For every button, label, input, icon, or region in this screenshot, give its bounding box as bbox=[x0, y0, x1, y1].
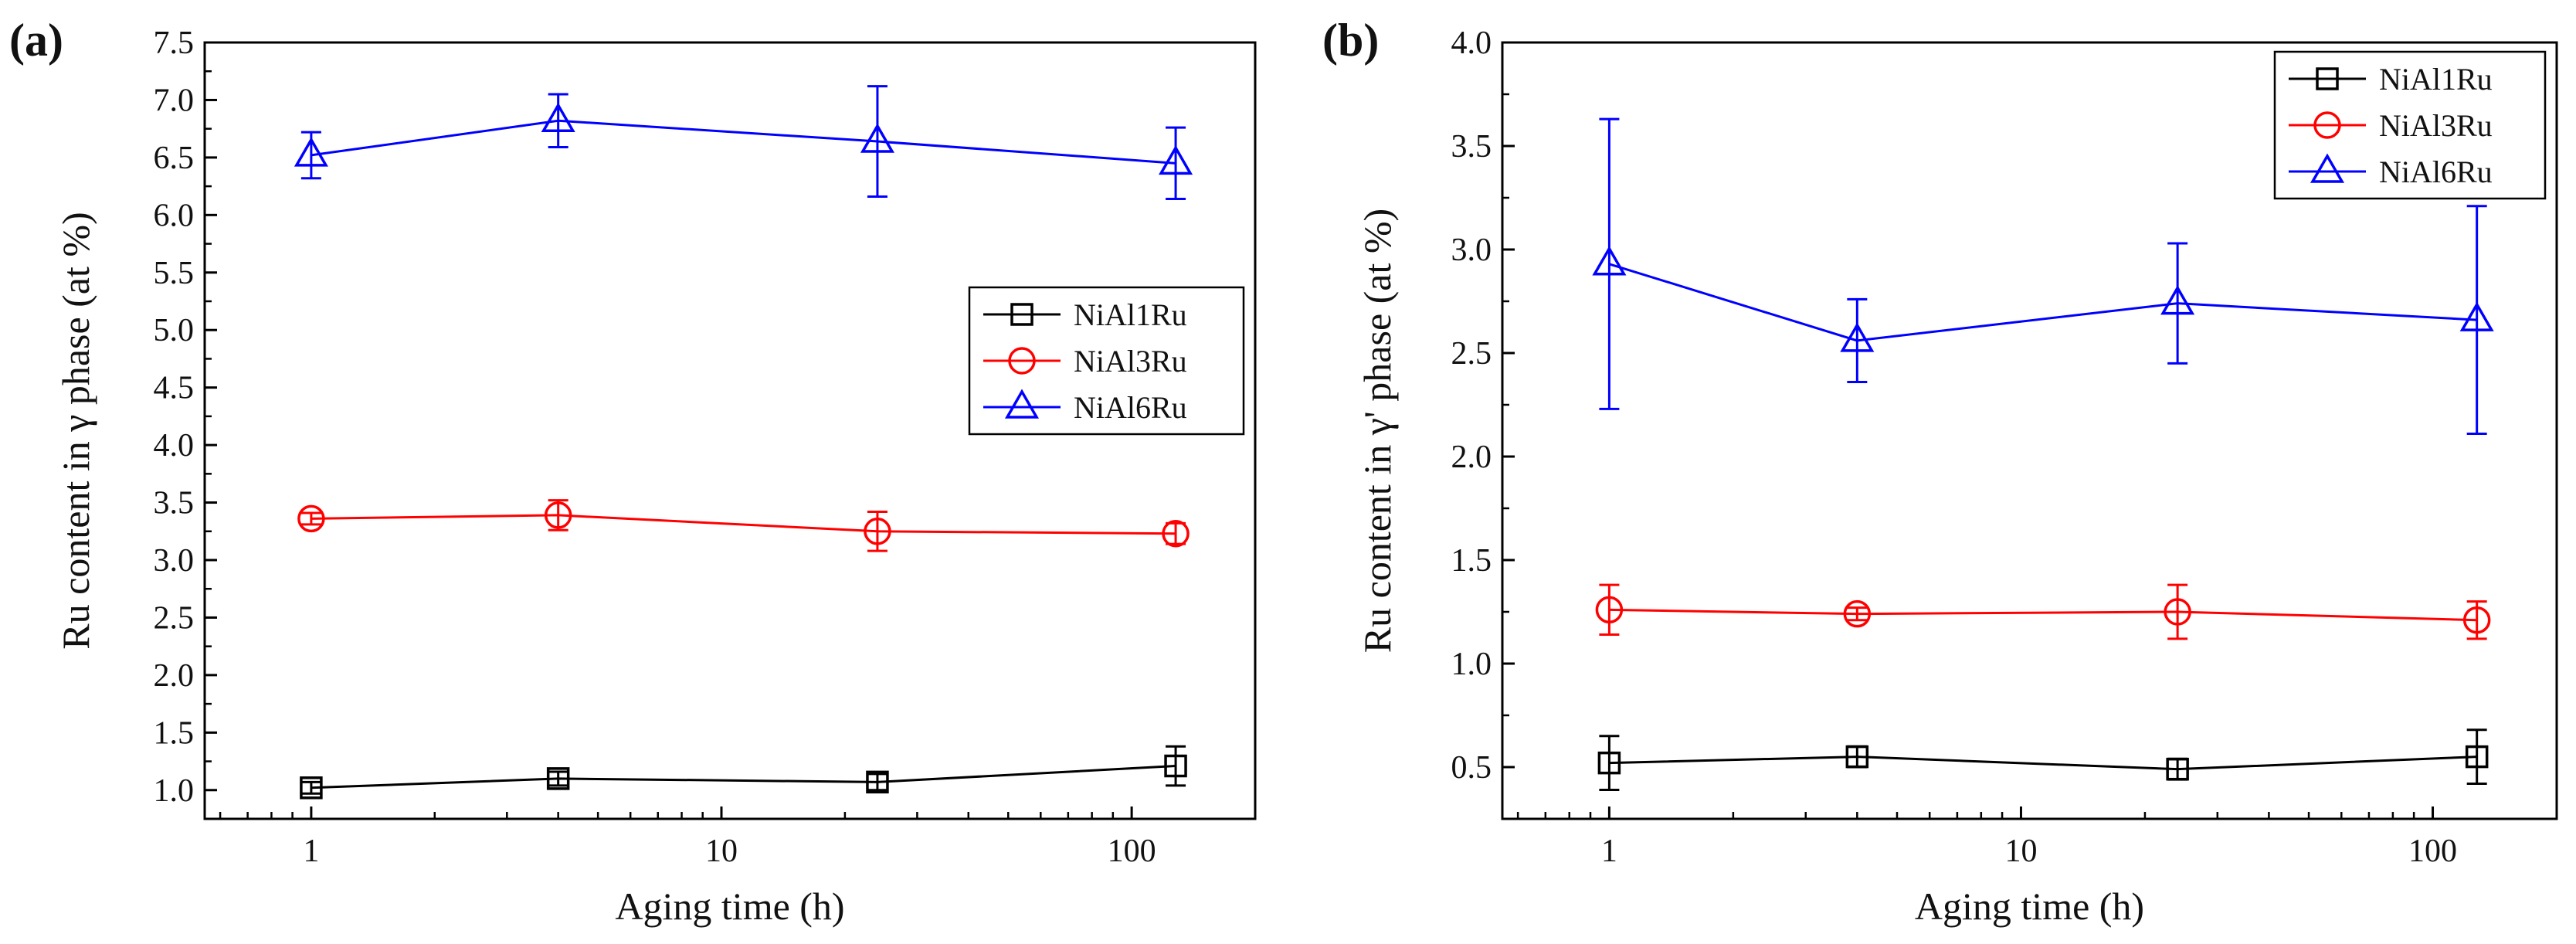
legend-label: NiAl6Ru bbox=[2379, 155, 2493, 189]
data-point-nial1ru bbox=[2465, 745, 2489, 769]
y-tick-label: 2.0 bbox=[154, 658, 195, 694]
y-tick-label: 2.0 bbox=[1451, 440, 1492, 475]
y-tick-label: 1.0 bbox=[1451, 647, 1492, 682]
y-tick-label: 4.0 bbox=[1451, 25, 1492, 61]
series-line-nial1ru bbox=[311, 765, 1176, 789]
series-line-nial3ru bbox=[311, 514, 1176, 535]
chart-panel-a: 1.0 1.5 2.0 2.5 3.0 3.5 4.0 4.5 5.0 5.5 6.0 6.5 7.0 7… bbox=[54, 25, 1257, 928]
legend-marker-nial3ru bbox=[2313, 111, 2341, 139]
data-point-nial3ru bbox=[297, 504, 325, 533]
data-point-nial6ru bbox=[1159, 144, 1193, 175]
y-tick-label: 1.5 bbox=[1451, 543, 1492, 579]
x-tick-label: 100 bbox=[1108, 834, 1156, 869]
legend-label: NiAl1Ru bbox=[2379, 62, 2493, 97]
x-tick-label: 10 bbox=[2004, 834, 2037, 869]
y-tick-label: 6.5 bbox=[154, 141, 195, 176]
data-point-nial1ru bbox=[866, 770, 889, 794]
data-point-nial6ru bbox=[541, 102, 575, 132]
y-tick-label: 6.0 bbox=[154, 198, 195, 233]
data-point-nial1ru bbox=[546, 767, 570, 790]
panel-label-b: (b) bbox=[1322, 15, 1379, 66]
y-tick-label: 2.5 bbox=[154, 600, 195, 636]
x-tick-label: 100 bbox=[2408, 834, 2457, 869]
data-point-nial3ru bbox=[2164, 598, 2191, 626]
legend-marker-nial1ru bbox=[2316, 67, 2339, 90]
y-tick-label: 5.5 bbox=[154, 256, 195, 291]
data-point-nial6ru bbox=[294, 137, 328, 167]
data-point-nial3ru bbox=[1843, 599, 1872, 628]
legend-marker-nial1ru bbox=[1010, 303, 1033, 326]
data-point-nial3ru bbox=[544, 501, 572, 529]
y-tick-label: 1.0 bbox=[154, 773, 195, 809]
data-point-nial1ru bbox=[300, 776, 323, 800]
data-point-nial3ru bbox=[2462, 606, 2491, 634]
data-point-nial1ru bbox=[1164, 754, 1187, 778]
legend-marker-nial6ru bbox=[1004, 389, 1040, 419]
y-tick-label: 4.5 bbox=[154, 371, 195, 406]
legend-label: NiAl6Ru bbox=[1074, 390, 1187, 425]
y-tick-label: 1.5 bbox=[154, 715, 195, 751]
data-point-nial3ru bbox=[1595, 596, 1624, 624]
data-point-nial6ru bbox=[860, 123, 894, 153]
data-point-nial6ru bbox=[2459, 301, 2494, 331]
x-tick-label: 10 bbox=[705, 834, 738, 869]
data-point-nial6ru bbox=[1840, 322, 1875, 352]
chart-panel-b: 0.5 1.0 1.5 2.0 2.5 3.0 3.5 4.0 1 10 100 Aging time… bbox=[1356, 25, 2558, 928]
data-point-nial1ru bbox=[1597, 751, 1621, 775]
y-axis-title: Ru content in γ phase (at %) bbox=[54, 212, 97, 649]
y-tick-label: 3.0 bbox=[1451, 233, 1492, 268]
x-axis-title: Aging time (h) bbox=[1915, 885, 2144, 928]
x-axis-title: Aging time (h) bbox=[615, 885, 844, 928]
panel-label-a: (a) bbox=[9, 15, 63, 66]
data-point-nial6ru bbox=[1592, 246, 1627, 276]
x-tick-label: 1 bbox=[303, 834, 319, 869]
y-tick-label: 2.5 bbox=[1451, 336, 1492, 372]
y-tick-label: 7.0 bbox=[154, 83, 195, 118]
data-point-nial3ru bbox=[1162, 520, 1190, 548]
y-tick-label: 3.5 bbox=[1451, 129, 1492, 165]
y-tick-label: 3.5 bbox=[154, 486, 195, 521]
y-tick-label: 3.0 bbox=[154, 543, 195, 579]
y-tick-label: 7.5 bbox=[154, 25, 195, 61]
x-tick-label: 1 bbox=[1601, 834, 1617, 869]
series-line-nial6ru bbox=[1608, 263, 2477, 342]
y-tick-label: 5.0 bbox=[154, 313, 195, 348]
legend-label: NiAl1Ru bbox=[1074, 297, 1187, 332]
legend-label: NiAl3Ru bbox=[1074, 344, 1187, 379]
series-line-nial6ru bbox=[311, 119, 1176, 165]
data-point-nial3ru bbox=[864, 518, 891, 545]
series-line-nial3ru bbox=[1609, 608, 2477, 622]
y-tick-label: 0.5 bbox=[1451, 750, 1492, 786]
plot-frame bbox=[1501, 41, 2558, 820]
data-point-nial6ru bbox=[2160, 285, 2195, 315]
data-point-nial1ru bbox=[2166, 757, 2189, 781]
y-tick-label: 4.0 bbox=[154, 428, 195, 464]
series-line-nial1ru bbox=[1609, 756, 2477, 771]
data-point-nial1ru bbox=[1845, 745, 1869, 769]
legend-marker-nial6ru bbox=[2310, 153, 2345, 183]
legend-label: NiAl3Ru bbox=[2379, 108, 2493, 143]
plot-frame bbox=[203, 41, 1257, 820]
legend-marker-nial3ru bbox=[1008, 347, 1036, 375]
y-axis-title: Ru content in γ' phase (at %) bbox=[1356, 209, 1399, 653]
